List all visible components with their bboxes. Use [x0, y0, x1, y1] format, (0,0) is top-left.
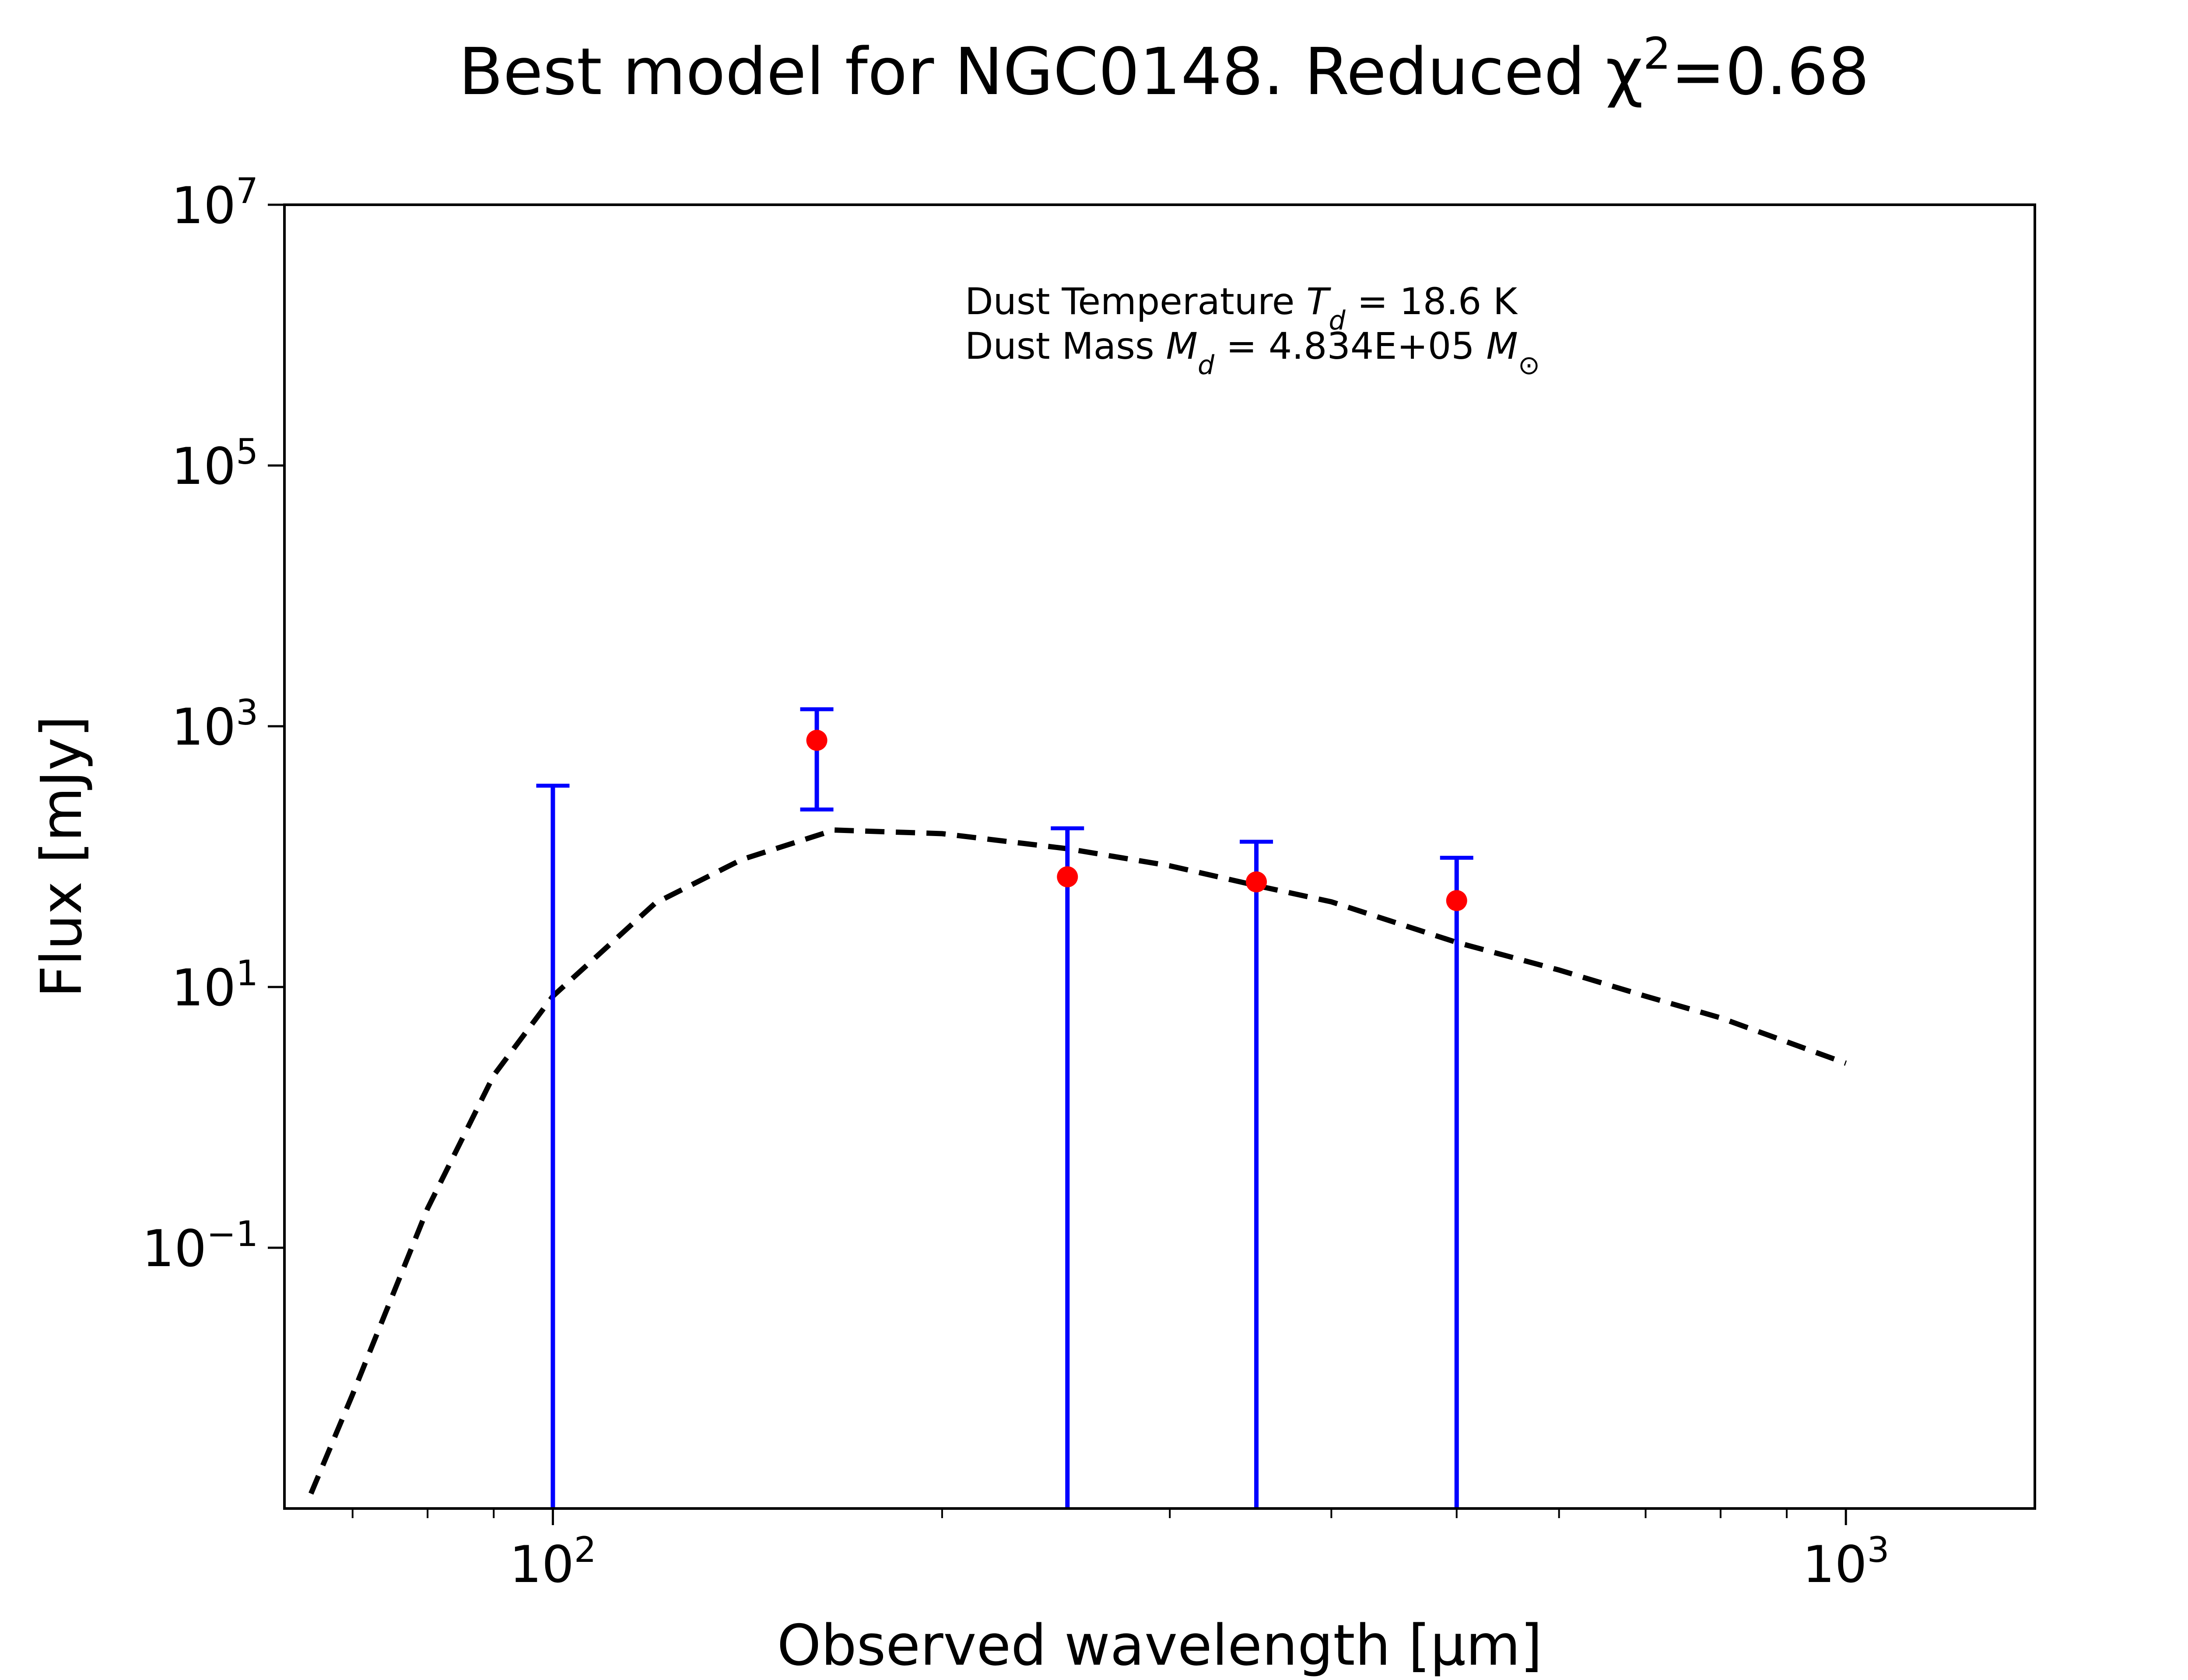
observation-1: [536, 784, 570, 1508]
chart-title: Best model for NGC0148. Reduced χ2=0.68: [459, 28, 1869, 110]
y-tick-label: 107: [171, 171, 258, 236]
y-axis-label: Flux [mJy]: [29, 716, 95, 998]
y-tick-label: 10−1: [142, 1214, 258, 1279]
y-tick-label: 103: [171, 692, 258, 757]
data-point: [806, 730, 828, 751]
observation-5: [1440, 856, 1473, 1508]
annotation-line-2: Dust Mass Md = 4.834E+05 M⊙: [965, 325, 1540, 381]
model-curve: [309, 827, 1847, 1495]
observation-4: [1240, 840, 1273, 1508]
axes-frame: [283, 203, 2036, 1510]
annotation-line-1: Dust Temperature Td = 18.6 K: [965, 280, 1518, 336]
x-axis-label: Observed wavelength [μm]: [777, 1613, 1543, 1678]
x-tick-label: 102: [509, 1530, 596, 1595]
plot-area: [309, 707, 1847, 1508]
observation-2: [800, 707, 834, 812]
y-tick-label: 101: [171, 953, 258, 1018]
data-point: [1246, 871, 1267, 892]
x-tick-label: 103: [1802, 1530, 1890, 1595]
observation-3: [1051, 826, 1084, 1508]
y-tick-label: 105: [171, 431, 258, 497]
axis-ticks: 102 103 10−1 101 103 105 107: [142, 171, 1889, 1595]
data-point: [1446, 890, 1467, 911]
data-point: [1057, 866, 1078, 888]
